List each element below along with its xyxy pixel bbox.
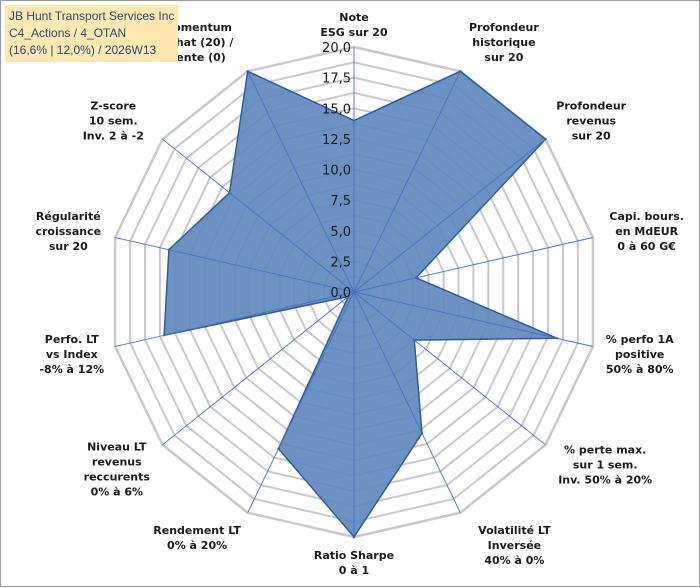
axis-label-line: Achat (20) /	[161, 36, 235, 49]
axis-label-line: ESG sur 20	[320, 26, 388, 39]
axis-label-line: Z-score	[90, 100, 136, 113]
axis-label-group: Profondeur historique sur 20	[469, 21, 539, 64]
axis-label-group: Capi. bours. en MdEUR 0 à 60 G€	[609, 210, 684, 253]
spoke-line	[353, 138, 546, 293]
axis-label-group: Note ESG sur 20	[320, 11, 388, 39]
series-area	[163, 70, 558, 539]
axis-label-line: croissance	[35, 225, 101, 238]
axis-label-line: revenus	[566, 115, 616, 128]
axis-label-line: en MdEUR	[615, 225, 678, 238]
tick-label: 10,0	[322, 164, 351, 179]
axis-label-line: vs Index	[46, 348, 98, 361]
axis-label-line: Rendement LT	[153, 524, 241, 537]
axis-label-line: 0 à 60 G€	[617, 240, 676, 253]
axis-label-line: Ratio Sharpe	[314, 549, 394, 562]
tick-labels: 0,0 2,5 5,0 7,5 10,0 12,5 15,0 17,5 20,0	[322, 41, 351, 301]
axis-label-line: Niveau LT	[87, 440, 147, 453]
axis-label-line: Momentum	[162, 21, 232, 34]
axis-label-group: % perfo 1A positive 50% à 80%	[606, 333, 674, 376]
axis-label-line: Profondeur	[556, 100, 626, 113]
axis-label-group: Rendement LT 0% à 20%	[153, 524, 241, 552]
axis-label-line: -8% à 12%	[39, 363, 104, 376]
spoke-line	[353, 291, 594, 347]
tick-label: 5,0	[330, 225, 351, 240]
axis-label-line: reccurents	[84, 470, 151, 483]
axis-label-line: Inv. 2 à -2	[83, 130, 144, 143]
spoke-line	[162, 291, 355, 446]
axis-label-line: Volatilité LT	[478, 524, 551, 537]
axis-label-line: historique	[472, 36, 535, 49]
axis-label-line: 10 sem.	[89, 115, 138, 128]
spoke-line	[353, 237, 594, 293]
tick-label: 20,0	[322, 41, 351, 56]
axis-label-line: Perfo. LT	[45, 333, 99, 346]
axis-label-line: Profondeur	[469, 21, 539, 34]
axis-label-group: Ratio Sharpe 0 à 1	[314, 549, 394, 577]
axis-label-line: 50% à 80%	[606, 363, 674, 376]
axis-label-line: 0 à 1	[339, 564, 369, 577]
tick-label: 12,5	[322, 133, 351, 148]
title-stats: (16,6% | 12,0%) / 2026W13	[9, 43, 157, 57]
axis-label-line: revenus	[92, 455, 142, 468]
spoke-line	[353, 71, 461, 293]
spoke-line	[353, 291, 546, 446]
axis-label-line: sur 20	[572, 130, 611, 143]
axis-label-line: 40% à 0%	[484, 554, 544, 567]
title-category: C4_Actions / 4_OTAN	[9, 26, 127, 40]
tick-label: 2,5	[330, 255, 351, 270]
axis-label-line: 0% à 20%	[167, 539, 227, 552]
axis-label-line: Inv. 50% à 20%	[558, 473, 652, 486]
axis-label-line: Régularité	[36, 210, 101, 223]
axis-label-line: positive	[615, 348, 664, 361]
axis-labels: Note ESG sur 20 Profondeur historique sur 20…	[35, 11, 683, 577]
axis-label-group: % perte max. sur 1 sem. Inv. 50% à 20%	[558, 443, 652, 486]
axis-label-line: Capi. bours.	[609, 210, 684, 223]
axis-label-line: 0% à 6%	[91, 485, 143, 498]
axis-label-group: Perfo. LT vs Index -8% à 12%	[39, 333, 104, 376]
axis-label-group: Z-score 10 sem. Inv. 2 à -2	[83, 100, 144, 143]
tick-label: 15,0	[322, 102, 351, 117]
title-company: JB Hunt Transport Services Inc	[9, 9, 175, 23]
axis-label-line: Inversée	[488, 539, 541, 552]
spoke-line	[247, 71, 355, 293]
spoke-line	[247, 291, 355, 513]
spoke-line	[162, 138, 355, 293]
chart-title-box: JB Hunt Transport Services Inc C4_Action…	[5, 5, 179, 62]
axis-label-group: Niveau LT revenus reccurents 0% à 6%	[84, 440, 151, 498]
spoke-line	[114, 291, 355, 347]
spoke-line	[353, 291, 461, 513]
axis-label-line: sur 20	[49, 240, 88, 253]
tick-label: 17,5	[322, 72, 351, 87]
axis-label-line: % perfo 1A	[606, 333, 674, 346]
axis-label-line: Vente (0)	[168, 51, 225, 64]
axis-label-group: Momentum Achat (20) / Vente (0)	[161, 21, 235, 64]
data-series	[162, 70, 559, 539]
axis-label-group: Régularité croissance sur 20	[35, 210, 101, 253]
axis-label-line: Note	[339, 11, 368, 24]
axis-label-group: Volatilité LT Inversée 40% à 0%	[478, 524, 551, 567]
axis-label-line: % perte max.	[564, 443, 646, 456]
axis-label-line: sur 1 sem.	[573, 458, 638, 471]
tick-label: 7,5	[330, 194, 351, 209]
axis-label-group: Profondeur revenus sur 20	[556, 100, 626, 143]
spoke-line	[114, 237, 355, 293]
axis-label-line: sur 20	[484, 51, 523, 64]
spokes	[114, 47, 594, 537]
tick-label: 0,0	[330, 286, 351, 301]
